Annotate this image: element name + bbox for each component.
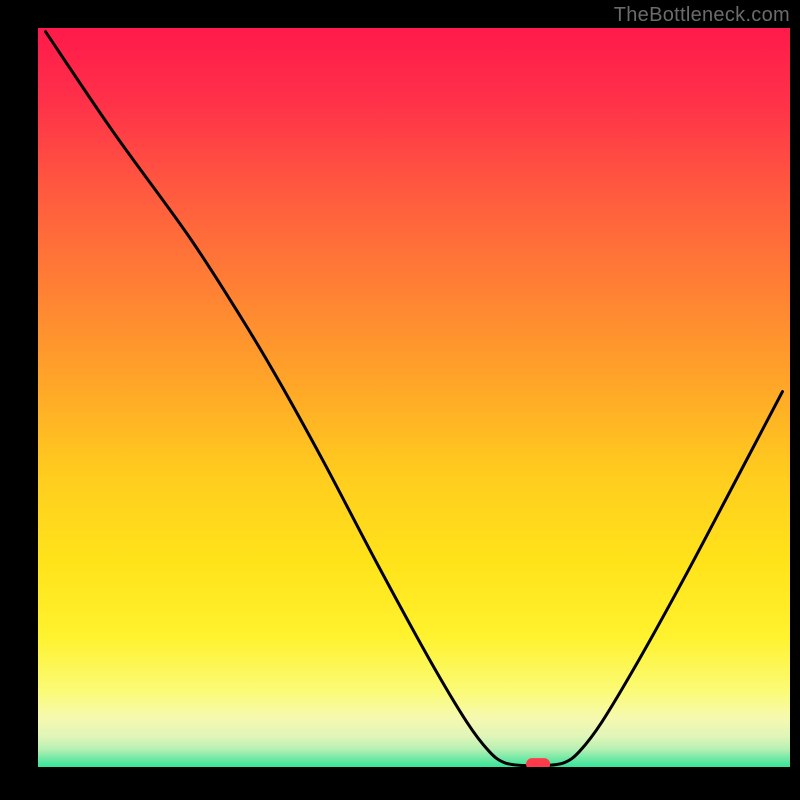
gradient-background xyxy=(38,28,790,770)
plot-area xyxy=(38,28,790,770)
plot-svg xyxy=(38,28,790,770)
watermark-text: TheBottleneck.com xyxy=(614,4,790,27)
figure-container: TheBottleneck.com xyxy=(0,0,800,800)
